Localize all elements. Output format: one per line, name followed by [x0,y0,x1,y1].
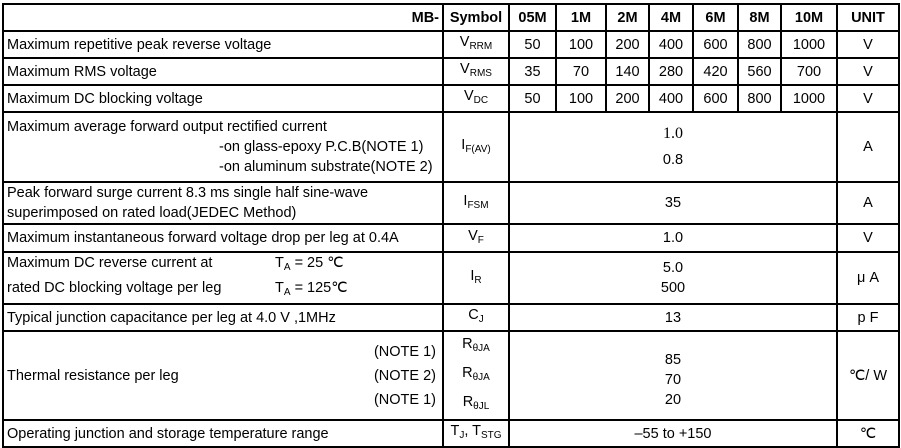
param-desc: Peak forward surge current 8.3 ms single… [2,181,444,225]
param-symbol: IFSM [442,181,510,225]
table-row: Maximum average forward output rectified… [2,111,900,183]
value-cell: 200 [605,84,650,113]
param-desc: Maximum DC blocking voltage [2,84,444,113]
param-desc: Maximum RMS voltage [2,57,444,86]
value-cell: 100 [555,84,607,113]
unit-cell: μ A [836,251,900,305]
header-row: MB- Symbol 05M 1M 2M 4M 6M 8M 10M UNIT [2,3,900,32]
param-desc: (NOTE 1) Thermal resistance per leg (NOTE… [2,330,444,421]
value-cell: 600 [692,84,739,113]
value-cell: 50 [508,30,557,59]
value-cell: 140 [605,57,650,86]
value-cell: 5.0 500 [508,251,838,305]
param-symbol: IF(AV) [442,111,510,183]
unit-cell: ℃/ W [836,330,900,421]
value-cell: 200 [605,30,650,59]
value-cell: 70 [555,57,607,86]
value-cell: 1.0 0.8 [508,111,838,183]
table-row: (NOTE 1) Thermal resistance per leg (NOTE… [2,330,900,421]
model-header: 10M [780,3,838,32]
unit-header: UNIT [836,3,900,32]
unit-cell: ℃ [836,419,900,448]
param-symbol: VRMS [442,57,510,86]
model-header: 1M [555,3,607,32]
param-symbol: IR [442,251,510,305]
value-cell: 280 [648,57,694,86]
model-header: 4M [648,3,694,32]
model-header: 6M [692,3,739,32]
value-cell: 560 [737,57,782,86]
value-cell: 400 [648,30,694,59]
model-header: 2M [605,3,650,32]
value-cell: 13 [508,303,838,332]
value-cell: 420 [692,57,739,86]
value-cell: 100 [555,30,607,59]
model-header: 8M [737,3,782,32]
unit-cell: V [836,223,900,253]
table-row: Maximum RMS voltage VRMS 35 70 140 280 4… [2,57,900,86]
unit-cell: A [836,181,900,225]
table-row: Maximum instantaneous forward voltage dr… [2,223,900,253]
param-symbol: TJ, TSTG [442,419,510,448]
param-desc: Maximum instantaneous forward voltage dr… [2,223,444,253]
value-cell: 85 70 20 [508,330,838,421]
table-row: Peak forward surge current 8.3 ms single… [2,181,900,225]
param-desc: Typical junction capacitance per leg at … [2,303,444,332]
value-cell: 800 [737,30,782,59]
param-desc: Maximum DC reverse current at TA = 25 ℃ r… [2,251,444,305]
model-header: 05M [508,3,557,32]
value-cell: 50 [508,84,557,113]
value-cell: 1000 [780,30,838,59]
param-symbol: VRRM [442,30,510,59]
value-cell: 800 [737,84,782,113]
param-symbol: RθJA RθJA RθJL [442,330,510,421]
symbol-header: Symbol [442,3,510,32]
value-cell: 35 [508,57,557,86]
value-cell: 1.0 [508,223,838,253]
param-symbol: VDC [442,84,510,113]
table-row: Operating junction and storage temperatu… [2,419,900,448]
ratings-table: MB- Symbol 05M 1M 2M 4M 6M 8M 10M UNIT M… [2,3,900,448]
param-symbol: CJ [442,303,510,332]
unit-cell: V [836,57,900,86]
value-cell: 1000 [780,84,838,113]
value-cell: 700 [780,57,838,86]
param-desc: Maximum average forward output rectified… [2,111,444,183]
unit-cell: A [836,111,900,183]
unit-cell: p F [836,303,900,332]
table-row: Typical junction capacitance per leg at … [2,303,900,332]
series-prefix: MB- [2,3,444,32]
param-desc: Operating junction and storage temperatu… [2,419,444,448]
table-row: Maximum DC blocking voltage VDC 50 100 2… [2,84,900,113]
value-cell: 600 [692,30,739,59]
table-row: Maximum DC reverse current at TA = 25 ℃ r… [2,251,900,305]
value-cell: –55 to +150 [508,419,838,448]
value-cell: 35 [508,181,838,225]
param-symbol: VF [442,223,510,253]
unit-cell: V [836,30,900,59]
param-desc: Maximum repetitive peak reverse voltage [2,30,444,59]
unit-cell: V [836,84,900,113]
table-row: Maximum repetitive peak reverse voltage … [2,30,900,59]
value-cell: 400 [648,84,694,113]
